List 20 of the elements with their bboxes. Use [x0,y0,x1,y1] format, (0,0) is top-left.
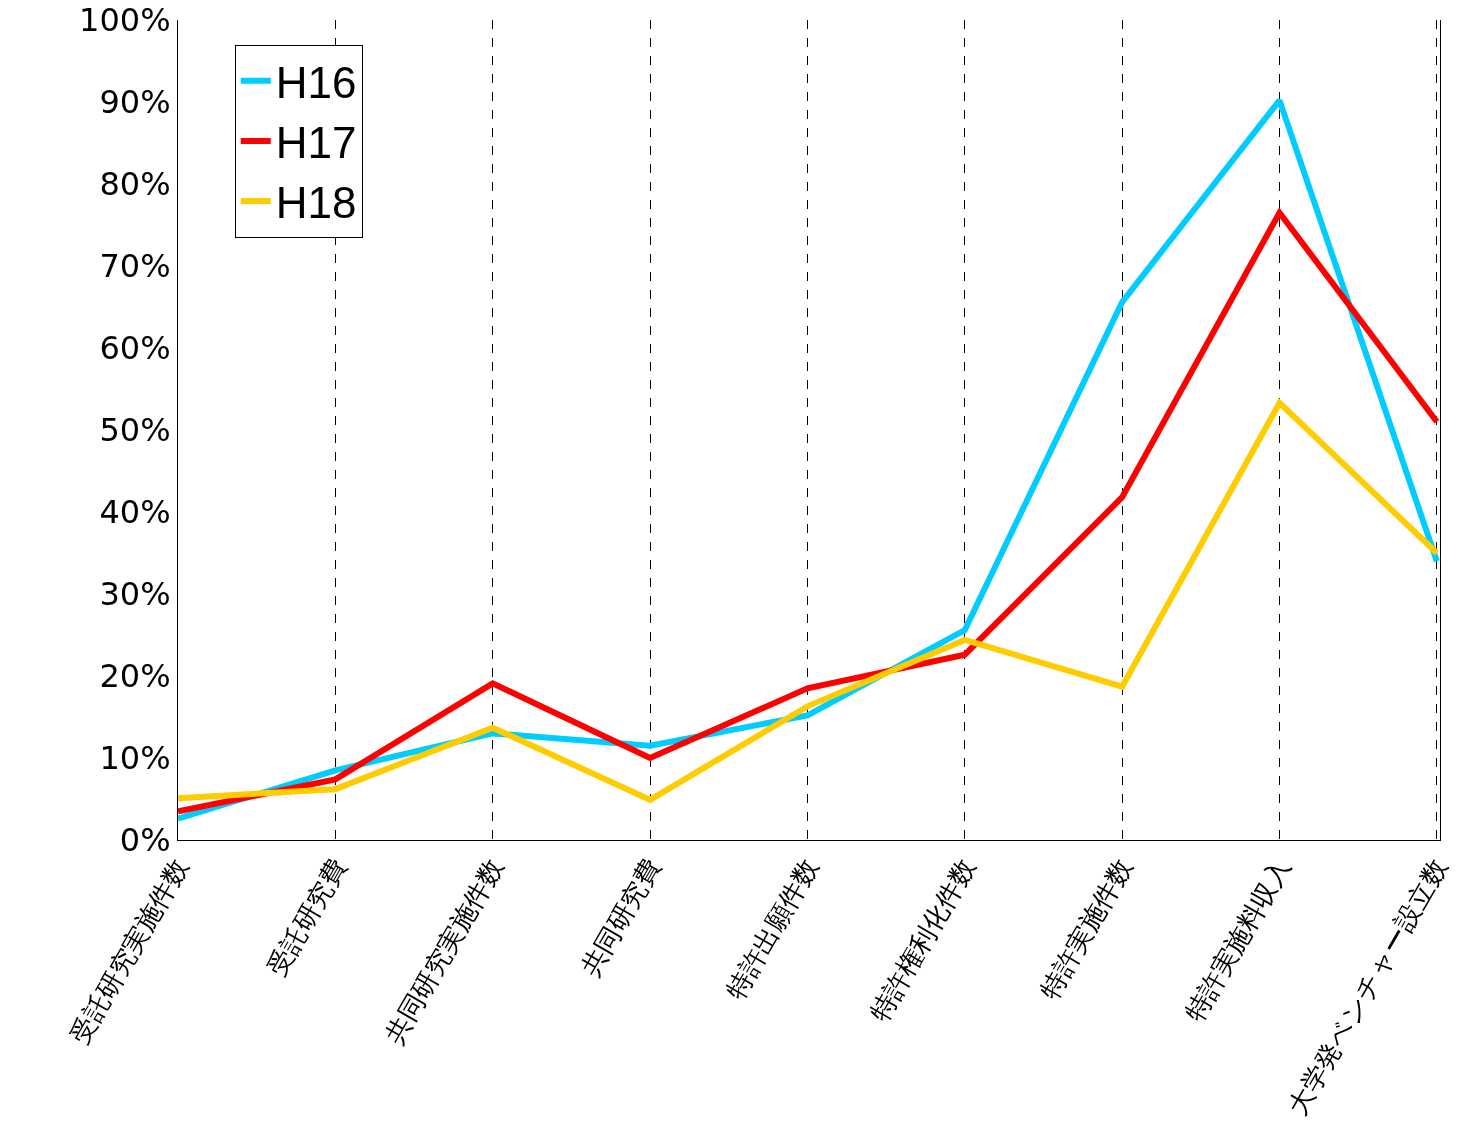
x-tick-label: 特許権利化件数 [864,853,982,1027]
y-tick-label: 60% [99,329,171,368]
legend-label: H16 [275,57,357,107]
y-tick-label: 30% [99,575,171,614]
legend-label: H17 [275,118,357,168]
y-tick-label: 100% [79,1,171,40]
legend-label: H18 [275,178,357,228]
y-tick-label: 90% [99,83,171,122]
y-tick-label: 80% [99,165,171,204]
x-tick-label: 特許出願件数 [719,853,824,1004]
y-tick-label: 40% [99,493,171,532]
y-tick-label: 70% [99,247,171,286]
x-tick-label: 共同研究実施件数 [379,853,510,1049]
x-tick-label: 共同研究費 [575,853,667,982]
x-tick-label: 特許実施件数 [1034,853,1139,1004]
y-tick-label: 20% [99,657,171,696]
y-tick-label: 50% [99,411,171,450]
x-tick-label: 特許実施料収入 [1178,853,1296,1027]
x-tick-label: 受託研究費 [260,853,352,982]
y-tick-label: 10% [99,739,171,778]
